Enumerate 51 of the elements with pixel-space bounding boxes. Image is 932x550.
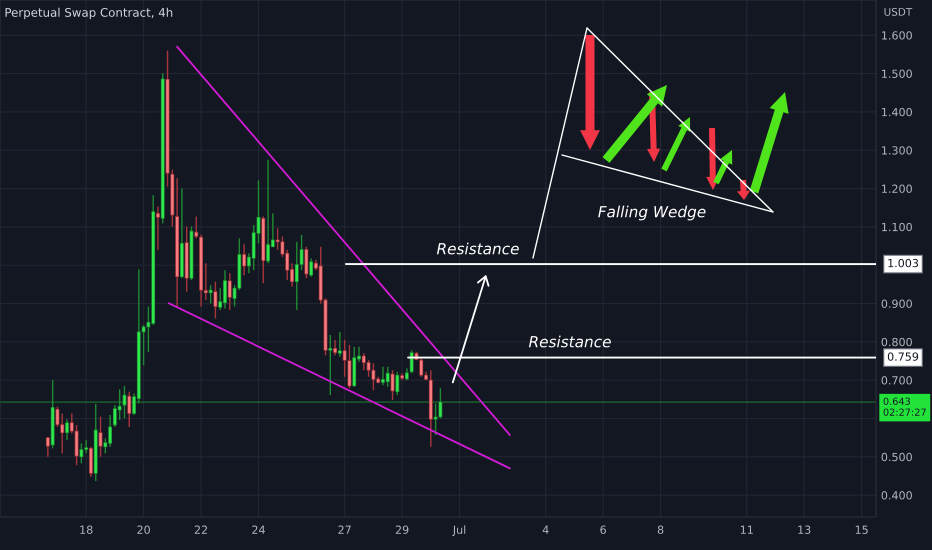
candlestick (46, 436, 50, 458)
annotation: Resistance (436, 242, 519, 254)
y-tick-label: 0.700 (882, 376, 912, 385)
x-tick-label: Jul (452, 525, 466, 536)
y-axis-title: USDT (884, 8, 912, 16)
candlestick (390, 370, 394, 401)
candlestick (194, 216, 198, 240)
candlestick (65, 418, 69, 441)
candlestick (328, 334, 332, 396)
x-tick-label: 24 (252, 526, 265, 534)
data-label: 0.759 (888, 352, 918, 361)
text: Perpetual Swap Contract, 4h (6, 8, 172, 20)
y-tick-label: 1.400 (882, 108, 912, 116)
candlestick (309, 258, 314, 278)
candlestick (127, 390, 132, 428)
annotation: Falling Wedge (598, 206, 706, 220)
ref-line-label: 0.643 02:27:27 (884, 398, 926, 416)
x-tick-label: 4 (542, 526, 549, 534)
y-tick-label: 1.200 (882, 184, 912, 193)
annotation: Resistance (528, 336, 611, 348)
y-tick-label: 0.900 (882, 300, 912, 308)
x-tick-label: 29 (396, 526, 408, 534)
candlestick (333, 339, 337, 356)
candlestick (404, 368, 409, 381)
y-tick-label: 0.800 (882, 338, 912, 346)
x-tick-label: 15 (856, 526, 868, 534)
data-label: 1.003 (888, 258, 918, 268)
y-tick-label: 1.300 (882, 146, 912, 155)
x-tick-label: 27 (338, 526, 351, 534)
y-tick-label: 0.400 (882, 491, 912, 500)
x-tick-label: 13 (798, 526, 810, 534)
x-tick-label: 20 (137, 526, 150, 534)
x-tick-label: 22 (194, 526, 208, 534)
candlestick (342, 339, 347, 378)
candlestick (228, 272, 232, 311)
candlestick (395, 371, 400, 396)
x-tick-label: 11 (740, 526, 753, 534)
x-tick-label: 18 (80, 526, 92, 534)
candlestick (338, 331, 342, 358)
x-tick-label: 8 (658, 526, 664, 534)
x-tick-label: 6 (600, 526, 606, 534)
y-tick-label: 1.500 (882, 70, 912, 78)
candlestick (208, 284, 213, 304)
candlestick (242, 243, 246, 276)
candlestick (214, 280, 218, 320)
y-tick-label: 1.600 (882, 31, 912, 40)
candlestick (122, 385, 126, 420)
candlestick (98, 416, 102, 458)
candlestick (156, 206, 160, 251)
y-tick-label: 0.500 (882, 452, 912, 462)
y-tick-label: 1.100 (882, 222, 912, 232)
